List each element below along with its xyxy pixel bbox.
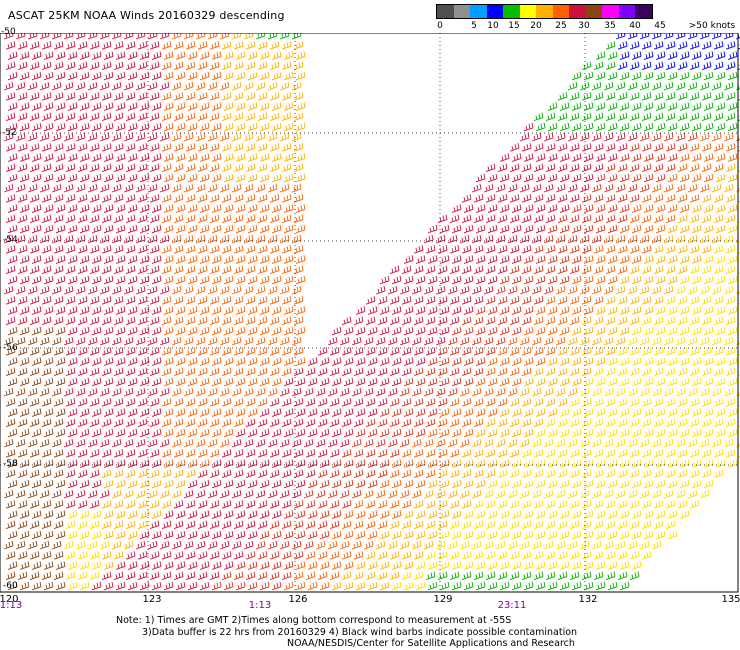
legend-labels: 0 5 10 15 20 25 30 35 40 45 >50 knots bbox=[436, 21, 736, 33]
legend-label-40: 40 bbox=[629, 21, 641, 31]
lon-label-129: 129 bbox=[433, 594, 453, 605]
lon-label-120: 120 bbox=[0, 594, 19, 605]
wind-map bbox=[0, 33, 740, 593]
legend-swatch bbox=[536, 5, 553, 18]
legend-swatch bbox=[585, 5, 602, 18]
legend-swatch bbox=[503, 5, 520, 18]
lat-label-54: -54 bbox=[3, 235, 18, 245]
time-label-1: 1:13 bbox=[0, 600, 23, 611]
lon-label-135: 135 bbox=[721, 594, 740, 605]
legend-label-5: 5 bbox=[471, 21, 477, 31]
map-border bbox=[0, 33, 739, 593]
legend-swatch bbox=[618, 5, 635, 18]
lat-label-58: -58 bbox=[3, 459, 18, 469]
legend-label-0: 0 bbox=[437, 21, 443, 31]
legend-swatch bbox=[437, 5, 454, 18]
lat-label-50: -50 bbox=[1, 27, 16, 37]
legend-label-20: 20 bbox=[530, 21, 542, 31]
time-label-3: 23:11 bbox=[497, 600, 527, 611]
note-line-3: NOAA/NESDIS/Center for Satellite Applica… bbox=[287, 638, 575, 649]
lat-label-56: -56 bbox=[3, 343, 18, 353]
lat-label-52: -52 bbox=[2, 128, 17, 138]
legend-swatch bbox=[552, 5, 569, 18]
legend-swatch bbox=[635, 5, 652, 18]
legend-label-10: 10 bbox=[487, 21, 499, 31]
lon-label-126: 126 bbox=[288, 594, 308, 605]
lat-label-60: -60 bbox=[3, 581, 18, 591]
wind-barbs bbox=[3, 33, 740, 591]
legend-swatch bbox=[569, 5, 586, 18]
note-line-2: 3)Data buffer is 22 hrs from 20160329 4)… bbox=[142, 627, 578, 638]
legend-label-45: 45 bbox=[654, 21, 666, 31]
legend-label-15: 15 bbox=[508, 21, 520, 31]
note-line-1: Note: 1) Times are GMT 2)Times along bot… bbox=[116, 615, 512, 626]
lon-label-123: 123 bbox=[142, 594, 162, 605]
time-label-2: 1:13 bbox=[248, 600, 272, 611]
color-scale bbox=[436, 4, 653, 19]
legend-swatch bbox=[470, 5, 487, 18]
lon-label-132: 132 bbox=[578, 594, 598, 605]
legend-label-50-knots: >50 knots bbox=[688, 21, 736, 31]
legend-swatch bbox=[486, 5, 503, 18]
legend-label-30: 30 bbox=[578, 21, 590, 31]
wind-speed-legend: 0 5 10 15 20 25 30 35 40 45 >50 knots bbox=[436, 4, 738, 34]
map-title: ASCAT 25KM NOAA Winds 20160329 descendin… bbox=[8, 9, 285, 22]
legend-swatch bbox=[519, 5, 536, 18]
legend-swatch bbox=[602, 5, 619, 18]
legend-label-35: 35 bbox=[604, 21, 616, 31]
legend-label-25: 25 bbox=[555, 21, 567, 31]
legend-swatch bbox=[453, 5, 470, 18]
lat-lon-grid bbox=[0, 33, 738, 593]
